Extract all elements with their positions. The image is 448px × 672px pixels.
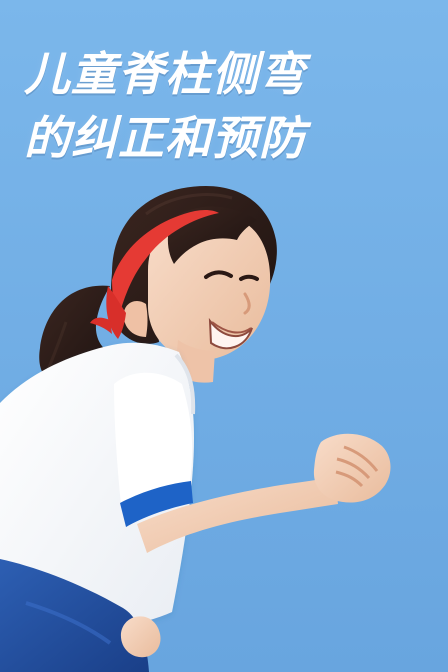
poster-title: 儿童脊柱侧弯 的纠正和预防 bbox=[24, 42, 424, 170]
title-line-2: 的纠正和预防 bbox=[24, 111, 306, 165]
title-line-1: 儿童脊柱侧弯 bbox=[24, 47, 306, 101]
